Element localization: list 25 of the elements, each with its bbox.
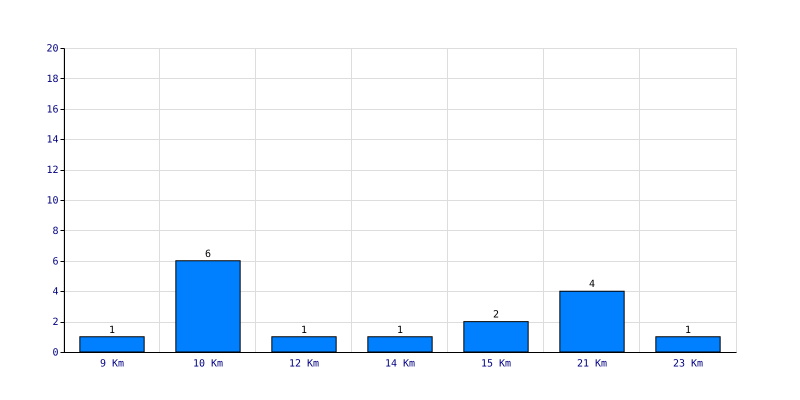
y-tick-label: 20 bbox=[46, 44, 58, 54]
y-tick-label: 0 bbox=[52, 348, 58, 358]
y-tick-label: 4 bbox=[52, 286, 58, 298]
y-tick-label: 8 bbox=[52, 226, 58, 237]
data-label: 6 bbox=[204, 248, 212, 260]
y-tick-label: 18 bbox=[46, 74, 58, 85]
data-label: 1 bbox=[396, 324, 404, 336]
x-tick-label: 9 Km bbox=[100, 358, 124, 370]
x-tick-label: 21 Km bbox=[576, 358, 608, 370]
data-label: 4 bbox=[588, 279, 596, 290]
x-tick-label: 23 Km bbox=[672, 358, 704, 370]
data-label: 1 bbox=[300, 324, 308, 336]
data-label: 1 bbox=[684, 324, 692, 336]
y-tick-label: 16 bbox=[46, 104, 58, 116]
y-tick-label: 14 bbox=[46, 134, 58, 146]
x-tick-label: 10 Km bbox=[192, 358, 224, 370]
x-tick-label: 15 Km bbox=[480, 358, 512, 370]
data-label: 2 bbox=[492, 310, 500, 321]
x-tick-label: 12 Km bbox=[288, 358, 320, 370]
data-label: 1 bbox=[108, 324, 116, 336]
y-tick-label: 10 bbox=[46, 196, 58, 206]
x-tick-label: 14 Km bbox=[384, 358, 416, 370]
y-tick-label: 12 bbox=[46, 165, 58, 176]
y-tick-label: 2 bbox=[52, 317, 58, 328]
y-tick-label: 6 bbox=[52, 256, 58, 268]
